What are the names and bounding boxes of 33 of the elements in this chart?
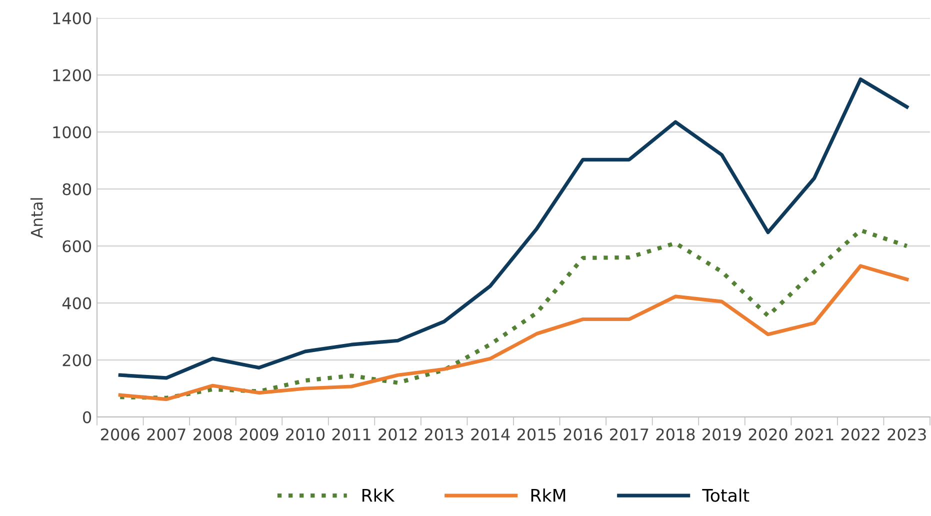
y-tick-label: 800 (62, 183, 92, 196)
line-series (118, 264, 909, 402)
x-tick-label: 2009 (240, 428, 278, 440)
y-tick-label: 600 (62, 240, 92, 252)
y-axis-title: Antal (30, 198, 43, 238)
y-tick-label: 400 (62, 297, 92, 310)
x-tick-label: 2008 (194, 428, 232, 440)
x-tick-label: 2010 (286, 428, 325, 440)
x-tick-label: 2017 (610, 428, 648, 440)
x-tick-label: 2018 (656, 428, 695, 440)
y-tick-label: 1400 (53, 12, 92, 24)
x-tick-label: 2015 (517, 428, 556, 440)
y-tick-label: 1200 (53, 69, 92, 82)
x-tick-label: 2023 (888, 428, 926, 440)
y-tick-label: 0 (83, 411, 92, 424)
x-tick-label: 2012 (378, 428, 417, 440)
x-tick-label: 2019 (702, 428, 741, 440)
x-tick-label: 2022 (841, 428, 880, 440)
legend-label: RkK (362, 488, 395, 502)
x-tick-label: 2013 (424, 428, 464, 440)
x-tick-label: 2020 (748, 428, 788, 440)
x-tick-label: 2014 (471, 428, 510, 440)
legend-label: RkM (531, 488, 566, 502)
y-tick-label: 1000 (53, 126, 92, 138)
x-tick-label: 2011 (332, 428, 370, 440)
y-tick-label: 200 (62, 354, 92, 366)
line-series (118, 77, 909, 380)
x-tick-label: 2006 (100, 428, 140, 440)
x-tick-label: 2007 (147, 428, 186, 440)
line-series (118, 228, 909, 400)
legend-label: Totalt (702, 488, 750, 502)
x-tick-label: 2016 (564, 428, 602, 440)
x-tick-label: 2021 (795, 428, 834, 440)
